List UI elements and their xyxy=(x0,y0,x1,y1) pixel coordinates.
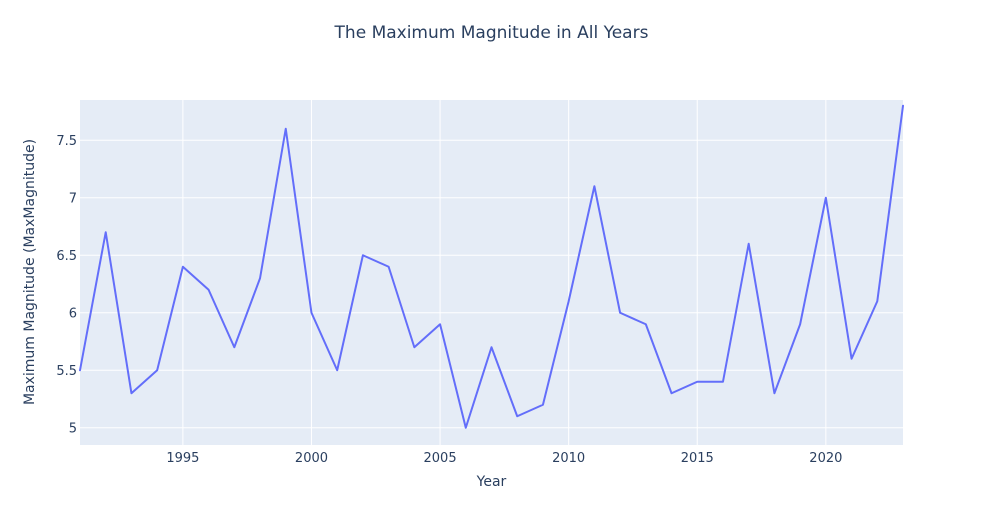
y-tick-label: 5.5 xyxy=(56,364,77,379)
series-line xyxy=(79,104,904,429)
x-tick-label: 1995 xyxy=(166,451,199,466)
x-tick-label: 2015 xyxy=(681,451,714,466)
series-layer xyxy=(79,104,904,429)
x-tick-label: 2010 xyxy=(552,451,585,466)
y-tick-label: 6 xyxy=(69,306,77,321)
x-tick-label: 2000 xyxy=(295,451,328,466)
y-tick-labels: 5 5.5 6 6.5 7 7.5 xyxy=(56,134,77,437)
plot-area xyxy=(80,100,903,445)
y-axis-title: Maximum Magnitude (MaxMagnitude) xyxy=(22,139,38,405)
y-tick-label: 5 xyxy=(69,421,77,436)
chart-title: The Maximum Magnitude in All Years xyxy=(334,23,649,43)
x-tick-label: 2005 xyxy=(424,451,457,466)
y-tick-label: 7.5 xyxy=(56,134,77,149)
y-tick-label: 6.5 xyxy=(56,249,77,264)
x-tick-label: 2020 xyxy=(809,451,842,466)
y-gridlines xyxy=(80,139,903,429)
x-gridlines xyxy=(182,100,827,445)
x-axis-title: Year xyxy=(476,474,507,490)
x-tick-labels: 1995 2000 2005 2010 2015 2020 xyxy=(166,451,842,466)
y-tick-label: 7 xyxy=(69,191,77,206)
